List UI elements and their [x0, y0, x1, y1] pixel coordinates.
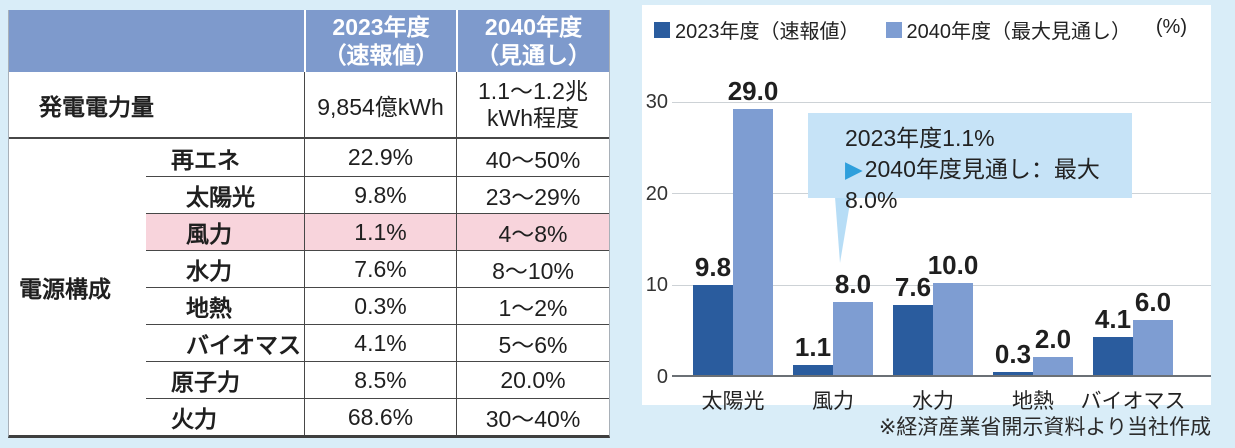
- row-label-wind: 風力: [146, 213, 304, 250]
- geothermal-2040: 1〜2%: [456, 287, 609, 324]
- solar-2023: 9.8%: [304, 176, 456, 213]
- wind-2023: 1.1%: [304, 213, 456, 250]
- row-label-generation-amount: 発電電力量: [9, 72, 304, 139]
- legend-swatch-icon: [654, 21, 670, 38]
- gridline: [672, 101, 1211, 103]
- generation-2023-value: 9,854億kWh: [304, 72, 456, 139]
- row-label-nuclear: 原子力: [146, 361, 304, 398]
- legend-label: 2023年度（速報値）: [675, 21, 860, 43]
- bar-地熱-1: [1033, 356, 1073, 375]
- row-label-solar: 太陽光: [146, 176, 304, 213]
- bar-value-label: 9.8: [694, 252, 732, 283]
- biomass-2023: 4.1%: [304, 324, 456, 361]
- bar-value-label: 0.3: [994, 339, 1032, 370]
- y-tick-label: 30: [645, 91, 668, 113]
- callout-line-2: ▶2040年度見通し：最大8.0%: [845, 154, 1132, 216]
- hydro-2023: 7.6%: [304, 250, 456, 287]
- bar-地熱-0: [993, 372, 1033, 375]
- row-label-thermal: 火力: [146, 398, 304, 435]
- nuclear-2023: 8.5%: [304, 361, 456, 398]
- row-label-renewables: 再エネ: [171, 146, 240, 173]
- unit-label: (%): [1155, 16, 1187, 38]
- y-tick-label: 10: [645, 274, 668, 297]
- row-label-geothermal: 地熱: [146, 287, 304, 324]
- x-axis-line: [672, 374, 1211, 377]
- legend-item-1: 2040年度（最大見通し）: [885, 15, 1132, 44]
- y-tick-label: 0: [656, 366, 668, 388]
- legend-item-0: 2023年度（速報値）: [654, 15, 860, 44]
- bar-value-label: 8.0: [834, 268, 872, 299]
- wind-callout: 2023年度1.1% ▶2040年度見通し：最大8.0%: [808, 113, 1132, 213]
- generation-2040-value: 1.1〜1.2兆 kWh程度: [456, 72, 609, 139]
- thermal-2023: 68.6%: [304, 398, 456, 435]
- wind-2040: 4〜8%: [456, 213, 609, 250]
- bar-value-label: 7.6: [894, 272, 932, 303]
- category-label-バイオマス: バイオマス: [1080, 390, 1186, 413]
- bar-value-label: 2.0: [1034, 323, 1072, 354]
- legend-label: 2040年度（最大見通し）: [906, 21, 1132, 43]
- bar-風力-1: [833, 301, 873, 375]
- callout-line-2-text: 2040年度見通し：最大8.0%: [845, 156, 1100, 213]
- bar-value-label: 29.0: [727, 76, 779, 107]
- bar-バイオマス-1: [1133, 320, 1173, 375]
- geothermal-2023: 0.3%: [304, 287, 456, 324]
- renewables-2040: 40〜50%: [456, 139, 609, 176]
- bar-風力-0: [793, 364, 833, 375]
- bar-value-label: 1.1: [794, 331, 832, 362]
- bar-水力-0: [893, 305, 933, 375]
- category-label-太陽光: 太陽光: [701, 390, 765, 413]
- bar-value-label: 4.1: [1094, 304, 1132, 335]
- bar-太陽光-0: [693, 285, 733, 375]
- bar-バイオマス-0: [1093, 337, 1133, 375]
- category-label-水力: 水力: [912, 390, 954, 413]
- category-label-地熱: 地熱: [1012, 390, 1054, 413]
- row-label-biomass: バイオマス: [146, 324, 304, 361]
- bar-水力-1: [933, 283, 973, 375]
- legend-swatch-icon: [885, 21, 902, 38]
- y-tick-label: 20: [645, 182, 668, 205]
- power-supply-table: 2023年度 （速報値） 2040年度 （見通し） 発電電力量 9,854億kW…: [8, 10, 610, 438]
- table-header-2023: 2023年度 （速報値）: [304, 10, 456, 72]
- nuclear-2040: 20.0%: [456, 361, 609, 398]
- bar-chart-panel: 2023年度（速報値） 2040年度（最大見通し） (%) 9.8 1.1 7.6 0.…: [642, 5, 1211, 413]
- renewables-2023: 22.9%: [304, 139, 456, 176]
- row-label-hydro: 水力: [146, 250, 304, 287]
- callout-tail: [835, 197, 851, 263]
- bar-value-label: 10.0: [927, 250, 979, 281]
- plot-area: 9.8 1.1 7.6 0.3 4.1 29.0 8.0 10.0 2.0 6.0 太陽光 風力 水力 地…: [672, 76, 1211, 413]
- row-label-power-composition: 電源構成: [19, 276, 111, 302]
- category-label-風力: 風力: [812, 390, 854, 413]
- chart-legend: 2023年度（速報値） 2040年度（最大見通し）: [654, 15, 1131, 44]
- arrow-right-icon: ▶: [845, 156, 863, 182]
- hydro-2040: 8〜10%: [456, 250, 609, 287]
- bar-太陽光-1: [733, 109, 773, 375]
- bar-value-label: 6.0: [1134, 287, 1172, 317]
- biomass-2040: 5〜6%: [456, 324, 609, 361]
- table-header-2040: 2040年度 （見通し）: [456, 10, 609, 72]
- thermal-2040: 30〜40%: [456, 398, 609, 435]
- solar-2040: 23〜29%: [456, 176, 609, 213]
- source-footnote: ※経済産業省開示資料より当社作成: [878, 416, 1211, 439]
- table-header-empty: [9, 10, 304, 72]
- callout-line-1: 2023年度1.1%: [845, 125, 995, 151]
